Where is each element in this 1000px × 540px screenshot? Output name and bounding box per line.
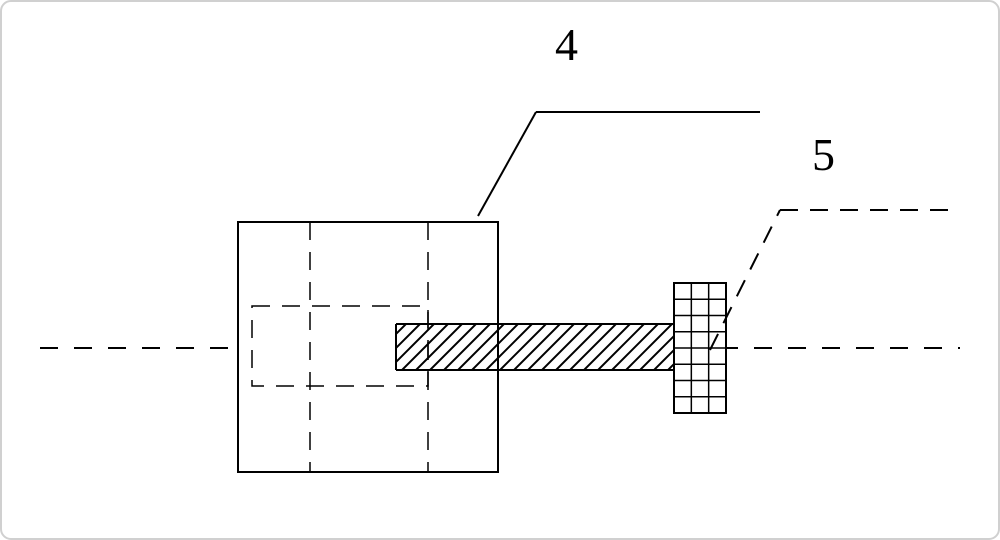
label-text-four: 4 bbox=[555, 19, 578, 70]
block-part-4 bbox=[238, 222, 498, 472]
label-text-five: 5 bbox=[812, 129, 835, 180]
